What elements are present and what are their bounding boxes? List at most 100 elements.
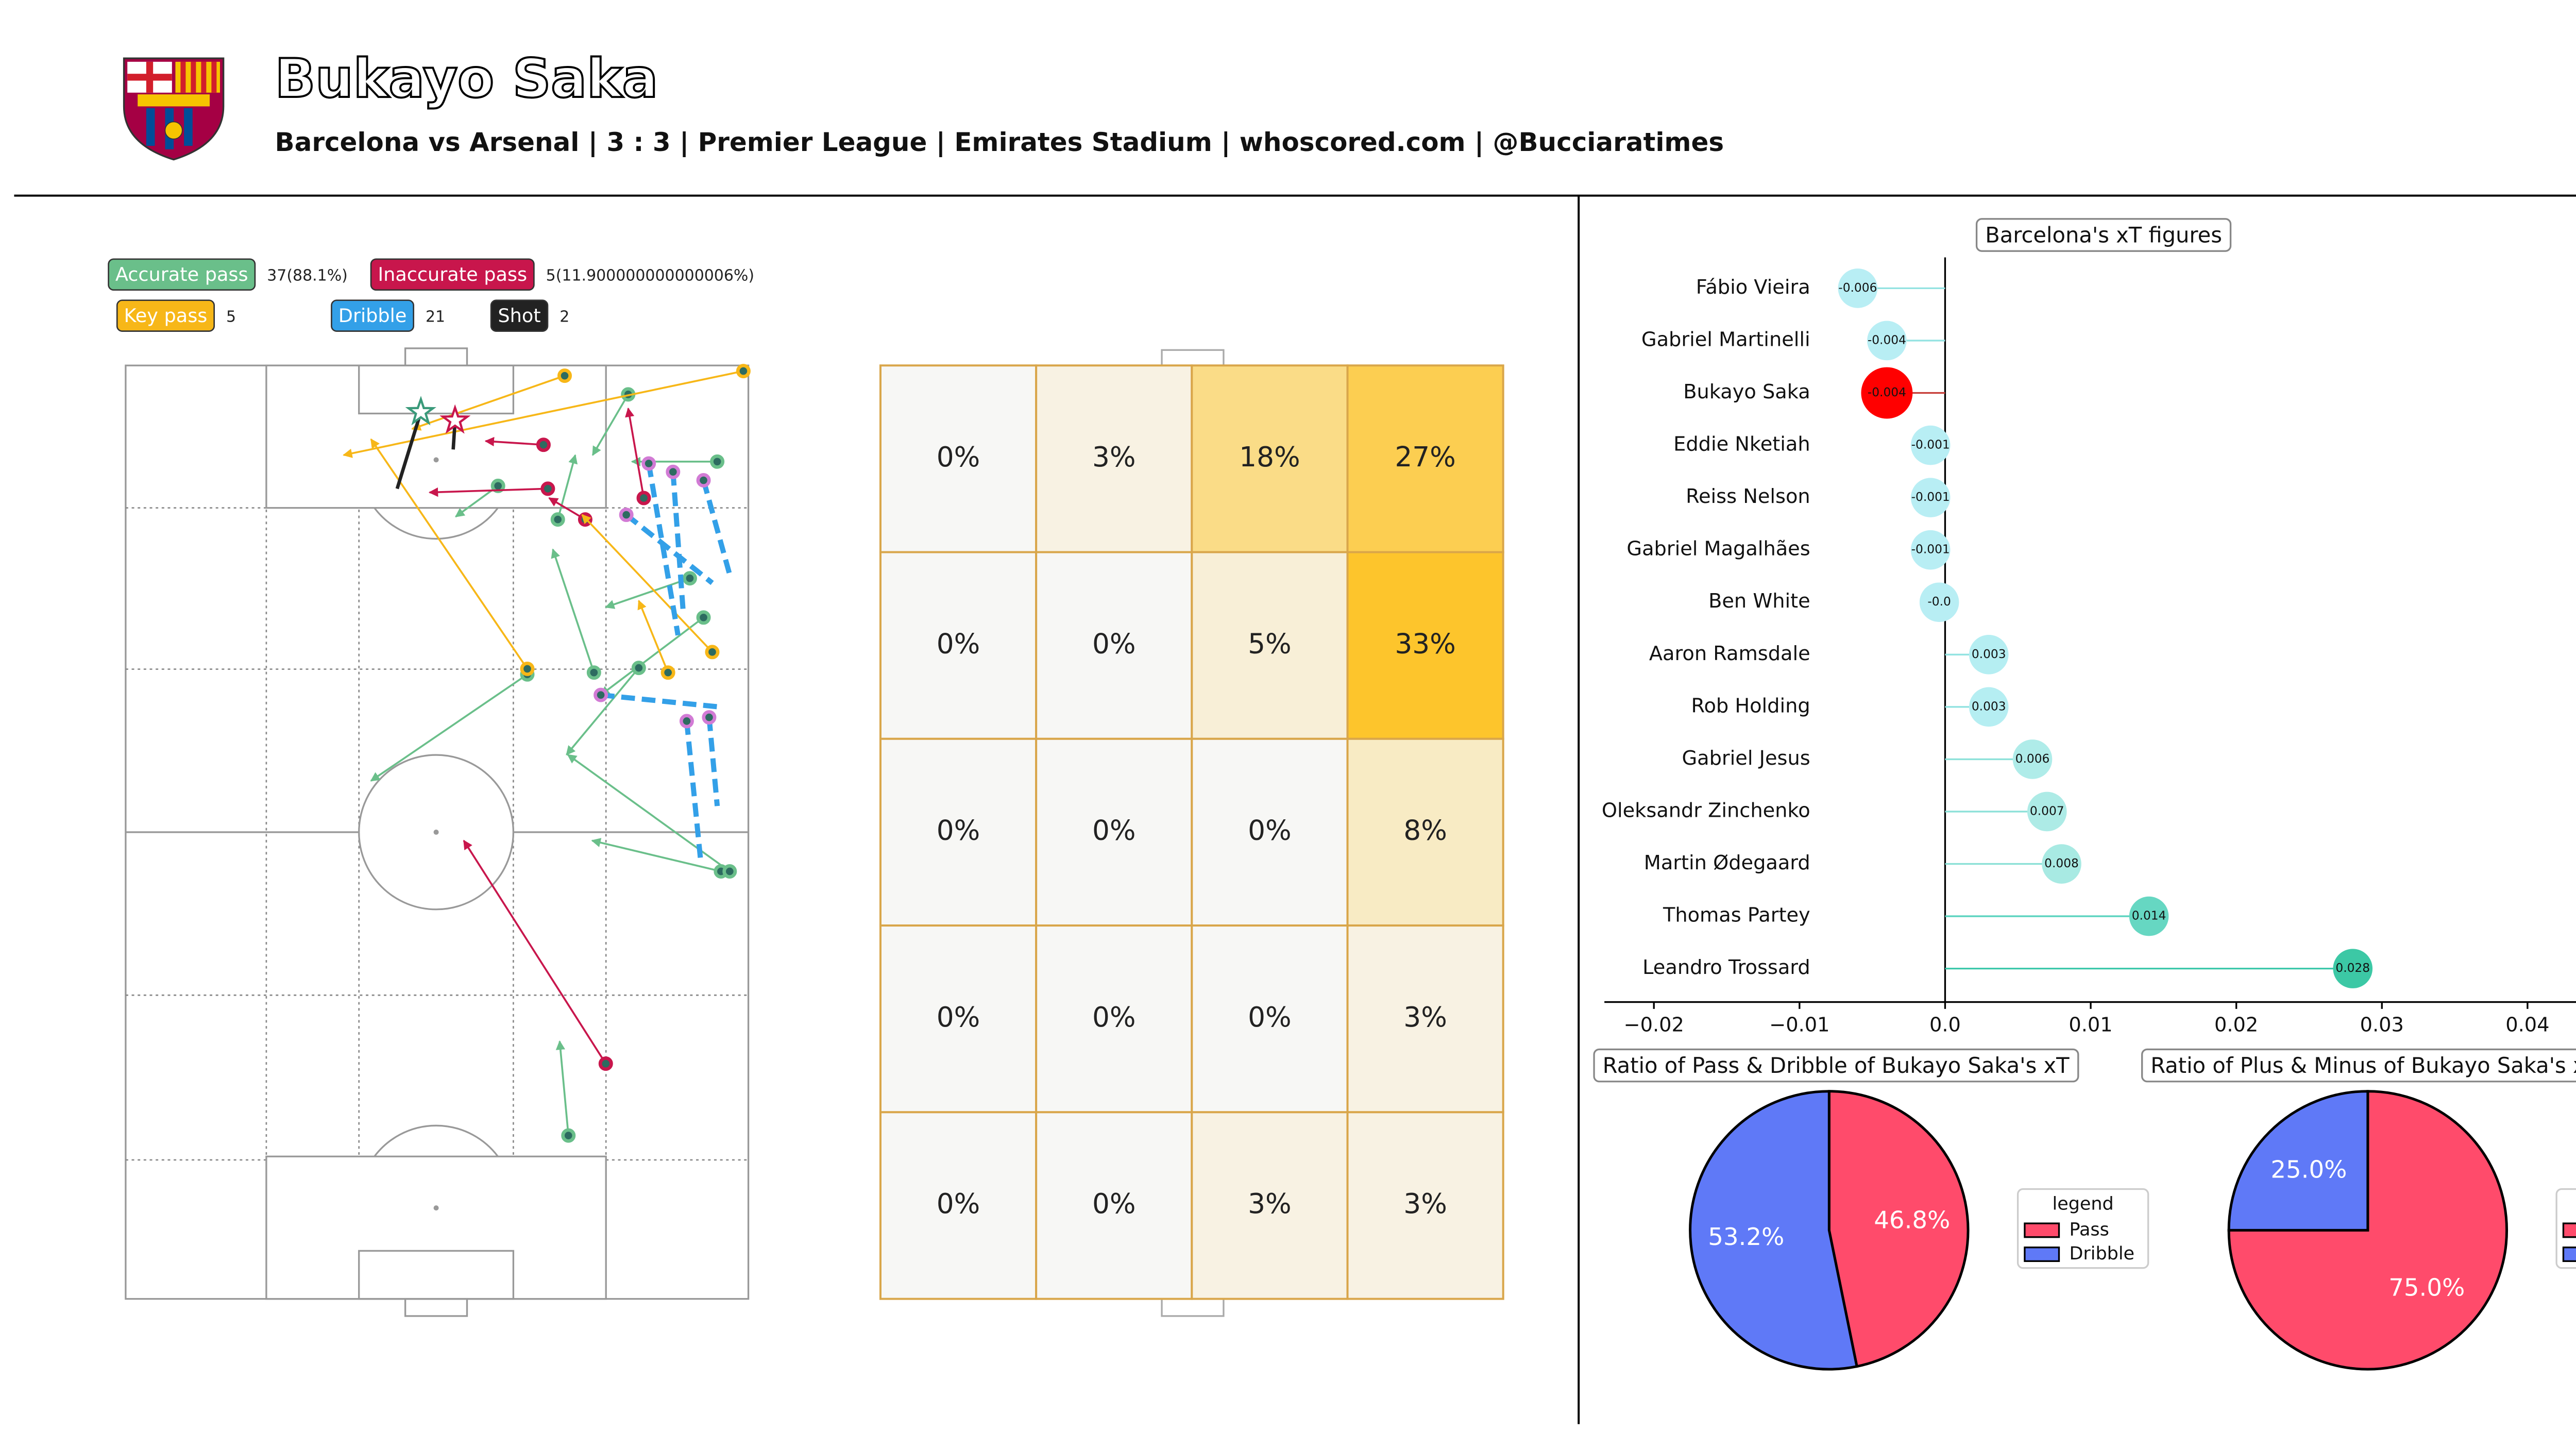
page-subtitle: Barcelona vs Arsenal | 3 : 3 | Premier L… — [275, 127, 1724, 157]
pass-arrow — [581, 514, 713, 653]
legend-count: 2 — [560, 308, 569, 326]
club-crest — [123, 57, 225, 161]
cell-label: 0% — [937, 1188, 980, 1220]
pass-origin — [594, 687, 608, 702]
pass-arrow — [463, 839, 607, 1065]
legend-swatch — [2024, 1222, 2060, 1238]
pass-origin — [736, 364, 751, 379]
x-tick-label: −0.02 — [1624, 1014, 1684, 1037]
bubble — [2012, 739, 2053, 779]
dribble — [684, 720, 703, 859]
cell-label: 0% — [1092, 628, 1136, 660]
bubble — [1910, 530, 1951, 570]
title-box — [1593, 1048, 2079, 1083]
value-label: 0.008 — [2044, 856, 2079, 870]
legend-label: Key pass — [124, 305, 208, 327]
pass-origin — [598, 1056, 613, 1071]
legend-label: Inaccurate pass — [378, 263, 527, 285]
pass-arrow — [605, 577, 690, 609]
value-label: -0.001 — [1911, 490, 1950, 504]
cell-label: 0% — [1092, 815, 1136, 847]
pie-slice — [1689, 1090, 1859, 1371]
value-label: -0.004 — [1868, 385, 1906, 399]
heat-cell — [1035, 737, 1193, 927]
legend-swatch — [2562, 1247, 2576, 1262]
pass-arrow — [600, 616, 704, 696]
cell-label: 0% — [1092, 1188, 1136, 1220]
legend-label: Pass — [2069, 1219, 2109, 1240]
legend-label: Shot — [498, 305, 540, 327]
x-tick-label: 0.03 — [2360, 1014, 2404, 1037]
pass-origin — [540, 481, 555, 496]
cell-label: 0% — [937, 628, 980, 660]
bubble — [2129, 896, 2169, 936]
legend-badge — [108, 258, 256, 291]
pass-origin — [679, 714, 694, 729]
heat-cell — [1035, 551, 1193, 740]
pass-origin — [490, 478, 505, 493]
cell-label: 0% — [1092, 1001, 1136, 1033]
legend-badge — [116, 299, 215, 332]
pass-origin — [536, 437, 551, 452]
chart-title: Barcelona's xT figures — [1985, 223, 2222, 248]
cell-label: 33% — [1395, 628, 1455, 660]
bubble — [1910, 425, 1951, 465]
pass-arrow — [625, 407, 645, 498]
pass-arrow — [567, 754, 731, 872]
legend-count: 21 — [426, 308, 445, 326]
legend-count: 5(11.900000000000006%) — [546, 267, 754, 285]
chart-title: Ratio of Pass & Dribble of Bukayo Saka's… — [1603, 1053, 2070, 1078]
heat-cell — [1035, 364, 1193, 553]
page-title: Bukayo Saka — [275, 48, 658, 110]
category-label: Oleksandr Zinchenko — [1602, 799, 1810, 822]
heat-cell — [1191, 924, 1349, 1114]
pass-arrow — [556, 454, 578, 520]
value-label: 0.003 — [1972, 699, 2006, 713]
pass-arrow — [370, 438, 529, 669]
heat-cell — [1035, 1111, 1193, 1300]
pass-arrow — [566, 667, 640, 755]
category-label: Eddie Nketiah — [1673, 433, 1810, 456]
bubble — [2042, 844, 2081, 884]
pie-slice — [2227, 1090, 2369, 1232]
value-label: 0.006 — [2015, 752, 2050, 766]
category-label: Martin Ødegaard — [1644, 851, 1810, 874]
value-label: 0.007 — [2030, 804, 2064, 818]
pass-arrow — [428, 487, 548, 497]
title-box — [1975, 218, 2232, 252]
cell-label: 8% — [1403, 815, 1447, 847]
x-tick-label: 0.04 — [2505, 1014, 2549, 1037]
pass-arrow — [555, 1040, 570, 1136]
pass-origin — [550, 512, 565, 527]
cell-label: 0% — [937, 1001, 980, 1033]
heat-cell — [879, 737, 1038, 927]
legend-label: Accurate pass — [115, 263, 248, 285]
pass-origin — [619, 508, 634, 523]
pass-origin — [520, 661, 535, 676]
pie-charts: Ratio of Pass & Dribble of Bukayo Saka's… — [1593, 1048, 2576, 1371]
pass-origin — [631, 661, 646, 676]
heat-cell — [879, 551, 1038, 740]
legend-badge — [370, 258, 535, 291]
category-label: Rob Holding — [1691, 694, 1810, 717]
cell-label: 3% — [1403, 1188, 1447, 1220]
cell-label: 3% — [1092, 441, 1136, 473]
value-label: -0.001 — [1911, 438, 1950, 452]
legend-badge — [331, 299, 415, 332]
pass-arrow — [591, 838, 721, 872]
dribble — [701, 479, 733, 576]
category-label: Reiss Nelson — [1686, 485, 1810, 508]
slice-label: 46.8% — [1874, 1206, 1950, 1234]
category-label: Aaron Ramsdale — [1649, 642, 1810, 665]
category-label: Gabriel Jesus — [1682, 747, 1810, 770]
value-label: 0.014 — [2132, 909, 2166, 923]
pass-origin — [666, 464, 681, 479]
x-tick-label: −0.01 — [1769, 1014, 1829, 1037]
pass-origin — [702, 710, 717, 725]
legend-swatch — [2024, 1247, 2060, 1262]
slice-label: 75.0% — [2388, 1273, 2465, 1301]
heat-cell — [1346, 364, 1504, 553]
dribble — [646, 463, 681, 636]
heat-cell — [1346, 1111, 1504, 1300]
